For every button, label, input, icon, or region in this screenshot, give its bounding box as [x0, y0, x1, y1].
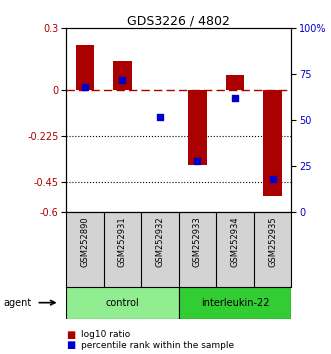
Text: control: control: [106, 298, 139, 308]
Bar: [113, 61, 132, 90]
Bar: [179, 287, 291, 319]
Text: GSM252935: GSM252935: [268, 216, 277, 267]
Bar: [226, 75, 244, 90]
Bar: [66, 287, 179, 319]
Text: GSM252934: GSM252934: [230, 216, 240, 267]
Text: interleukin-22: interleukin-22: [201, 298, 269, 308]
Text: GSM252932: GSM252932: [156, 216, 165, 267]
Point: [195, 158, 200, 164]
Point: [82, 84, 88, 90]
Text: ■: ■: [66, 330, 75, 339]
Text: log10 ratio: log10 ratio: [81, 330, 130, 339]
Text: percentile rank within the sample: percentile rank within the sample: [81, 341, 234, 350]
Bar: [75, 45, 94, 90]
Point: [232, 96, 238, 101]
Text: ■: ■: [66, 340, 75, 350]
Bar: [263, 90, 282, 196]
Text: agent: agent: [3, 298, 31, 308]
Bar: [188, 90, 207, 165]
Point: [270, 176, 275, 182]
Text: GSM252890: GSM252890: [80, 216, 89, 267]
Text: GSM252931: GSM252931: [118, 216, 127, 267]
Point: [120, 77, 125, 83]
Text: GSM252933: GSM252933: [193, 216, 202, 267]
Point: [157, 114, 163, 120]
Title: GDS3226 / 4802: GDS3226 / 4802: [127, 14, 230, 27]
